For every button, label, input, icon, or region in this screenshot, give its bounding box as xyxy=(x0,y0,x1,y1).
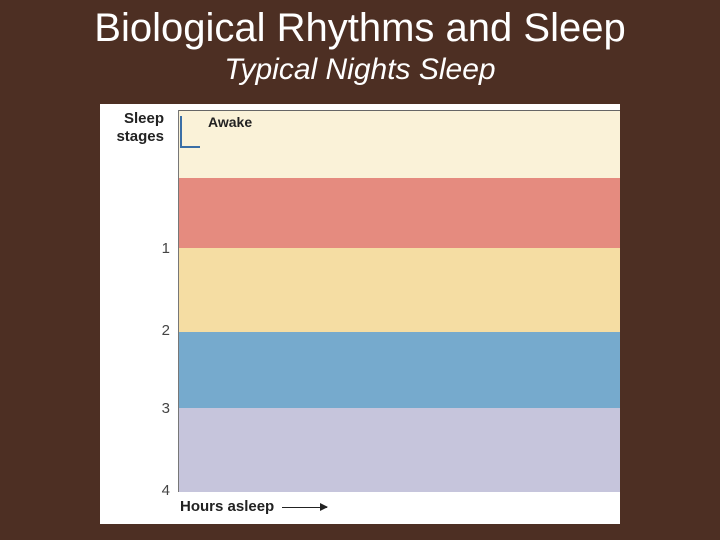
y-axis-title-line1: Sleep xyxy=(104,110,164,127)
sleep-stage-chart: Sleep stages Awake Hours asleep 1 2 3 4 xyxy=(100,104,620,524)
stage-label: 1 xyxy=(130,240,170,257)
slide-title: Biological Rhythms and Sleep xyxy=(0,0,720,51)
stage-band xyxy=(178,408,620,492)
slide: Biological Rhythms and Sleep Typical Nig… xyxy=(0,0,720,540)
stage-band xyxy=(178,332,620,408)
chart-top-axis xyxy=(178,110,620,111)
chart-inner: Sleep stages Awake Hours asleep 1 2 3 4 xyxy=(100,104,620,524)
slide-subtitle: Typical Nights Sleep xyxy=(0,51,720,87)
x-axis-arrow-icon xyxy=(282,507,327,508)
y-axis-title-line2: stages xyxy=(104,128,164,145)
stage-label: 4 xyxy=(130,482,170,499)
sleep-trace-line xyxy=(180,116,200,148)
stage-label: 3 xyxy=(130,400,170,417)
stage-label: 2 xyxy=(130,322,170,339)
awake-label: Awake xyxy=(208,114,252,130)
chart-left-axis xyxy=(178,110,179,492)
x-axis-label: Hours asleep xyxy=(180,498,274,515)
stage-band xyxy=(178,178,620,248)
stage-band xyxy=(178,248,620,332)
